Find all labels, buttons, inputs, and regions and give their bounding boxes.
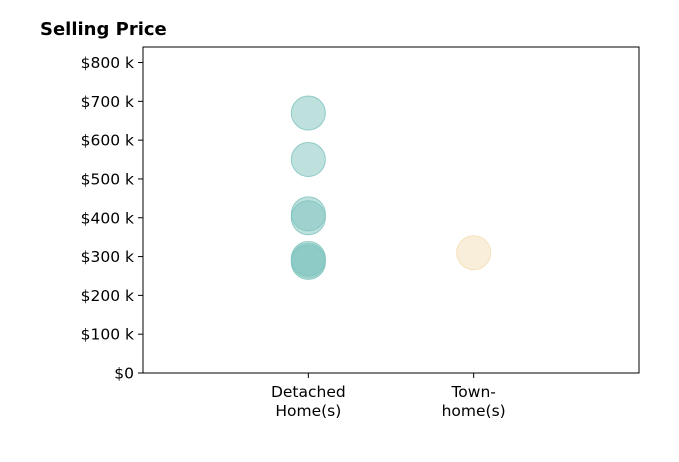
y-tick-label: $500 k (81, 170, 134, 188)
x-tick-label-line: Home(s) (275, 402, 341, 420)
data-point (290, 142, 326, 178)
data-point (290, 244, 326, 280)
data-point (290, 95, 326, 131)
x-tick-label-line: home(s) (442, 402, 506, 420)
y-tick-label: $300 k (81, 248, 134, 266)
points-layer (290, 95, 492, 280)
x-axis: Detached Home(s) Town-home(s) (271, 373, 506, 420)
y-tick-label: $400 k (81, 209, 134, 227)
data-point (456, 235, 492, 271)
y-tick-label: $800 k (81, 54, 134, 72)
y-tick-label: $200 k (81, 287, 134, 305)
plot-frame (142, 46, 640, 374)
data-point (290, 200, 326, 236)
x-tick-label-line: Detached (271, 383, 346, 401)
x-tick-label-line: Town- (450, 383, 495, 401)
y-tick-label: $700 k (81, 93, 134, 111)
y-tick-label: $0 (114, 365, 134, 383)
y-axis: $0 $100 k $200 k $300 k $400 k $500 k $600 k $7… (81, 54, 143, 383)
y-tick-label: $100 k (81, 326, 134, 344)
chart-title: Selling Price (40, 19, 167, 40)
y-tick-label: $600 k (81, 132, 134, 150)
x-tick-label: Town-home(s) (442, 383, 506, 420)
x-tick-label: Detached Home(s) (271, 383, 346, 420)
